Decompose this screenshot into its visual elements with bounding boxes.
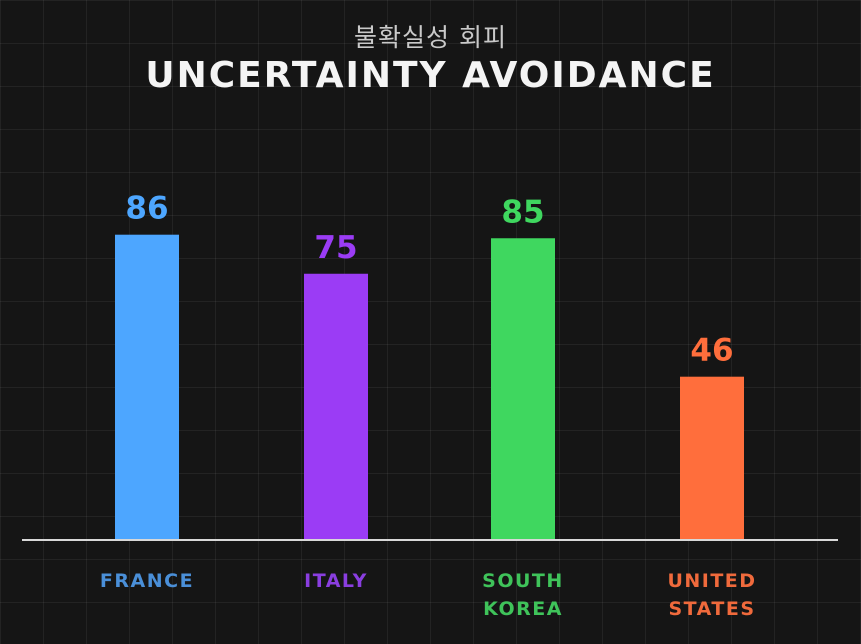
category-label: KOREA xyxy=(483,598,563,620)
bar-value-label: 85 xyxy=(501,194,544,230)
chart-subtitle: 불확실성 회피 xyxy=(354,23,507,52)
category-label: ITALY xyxy=(304,570,368,592)
category-label: SOUTH xyxy=(482,570,564,592)
category-label: STATES xyxy=(668,598,755,620)
category-label: FRANCE xyxy=(100,570,194,592)
bar xyxy=(304,273,368,540)
bar xyxy=(115,234,179,540)
bar xyxy=(680,376,744,540)
category-label: UNITED xyxy=(667,570,756,592)
bar-value-label: 86 xyxy=(125,191,168,227)
bar xyxy=(491,238,555,540)
bar-value-label: 46 xyxy=(690,333,733,369)
bar-value-label: 75 xyxy=(314,230,357,266)
chart-title: UNCERTAINTY AVOIDANCE xyxy=(145,55,716,96)
